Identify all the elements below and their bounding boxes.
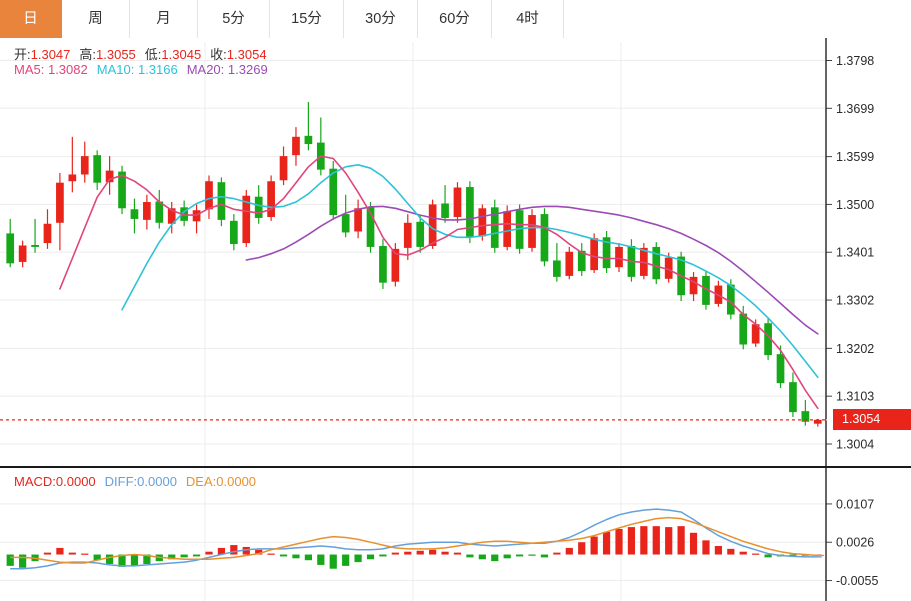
macd-value: 0.0000 — [55, 474, 96, 489]
svg-text:1.3699: 1.3699 — [836, 102, 874, 116]
tab-label: 月 — [156, 11, 171, 27]
tab-label: 30分 — [365, 11, 396, 27]
svg-text:1.3599: 1.3599 — [836, 150, 874, 164]
ma5-label: MA5: — [14, 62, 45, 77]
tab-15min[interactable]: 15分 — [270, 0, 344, 38]
ohlc-legend: 开:1.3047 高:1.3055 低:1.3045 收:1.3054 — [14, 44, 267, 63]
svg-text:0.0107: 0.0107 — [836, 497, 874, 511]
macd-label: MACD: — [14, 474, 56, 489]
tab-label: 周 — [88, 11, 103, 27]
dea-label: DEA: — [185, 474, 217, 489]
svg-text:1.3302: 1.3302 — [836, 294, 874, 308]
open-value: 1.3047 — [30, 47, 71, 62]
ma10-value: 1.3166 — [137, 62, 178, 77]
close-value: 1.3054 — [226, 47, 267, 62]
low-label: 低: — [144, 47, 162, 62]
current-price-tag: 1.3054 — [833, 409, 911, 431]
diff-label: DIFF: — [104, 474, 138, 489]
low-value: 1.3045 — [161, 47, 202, 62]
diff-value: 0.0000 — [137, 474, 177, 489]
dea-value: 0.0000 — [216, 474, 257, 489]
ma10-label: MA10: — [96, 62, 135, 77]
close-label: 收: — [210, 47, 227, 62]
ma5-value: 1.3082 — [47, 62, 88, 77]
candlestick-svg: 1.3798 1.3699 1.3599 1.3500 1.3401 1.3302 1.32… — [0, 38, 874, 466]
ma20-value: 1.3269 — [227, 62, 268, 77]
moving-average-legend: MA5: 1.3082 MA10: 1.3166 MA20: 1.3269 — [14, 62, 268, 77]
tab-label: 4时 — [516, 11, 539, 27]
svg-text:0.0026: 0.0026 — [836, 536, 874, 550]
svg-text:1.3798: 1.3798 — [836, 54, 874, 68]
tab-label: 60分 — [439, 11, 470, 27]
tab-month[interactable]: 月 — [130, 0, 198, 38]
high-value: 1.3055 — [96, 47, 136, 62]
svg-text:1.3202: 1.3202 — [836, 342, 874, 356]
tab-label: 15分 — [291, 11, 322, 27]
tab-4hour[interactable]: 4时 — [492, 0, 564, 38]
open-label: 开: — [14, 47, 31, 62]
svg-text:1.3500: 1.3500 — [836, 198, 874, 212]
price-chart-panel[interactable]: 1.3798 1.3699 1.3599 1.3500 1.3401 1.3302 1.32… — [0, 38, 911, 466]
tab-30min[interactable]: 30分 — [344, 0, 418, 38]
svg-text:1.3103: 1.3103 — [836, 390, 874, 404]
svg-text:1.3401: 1.3401 — [836, 246, 874, 260]
svg-text:1.3004: 1.3004 — [836, 437, 874, 451]
tab-label: 日 — [23, 11, 38, 27]
svg-text:-0.0055: -0.0055 — [836, 574, 878, 588]
macd-panel[interactable]: 0.0107 0.0026 -0.0055 MACD:0.0000 DIFF:0.00… — [0, 466, 911, 601]
ma20-label: MA20: — [186, 62, 225, 77]
period-tab-bar: 日 周 月 5分 15分 30分 60分 4时 — [0, 0, 911, 38]
tab-label: 5分 — [222, 11, 245, 27]
tab-60min[interactable]: 60分 — [418, 0, 492, 38]
tab-bar-filler — [564, 0, 911, 38]
tab-day[interactable]: 日 — [0, 0, 62, 38]
macd-svg: 0.0107 0.0026 -0.0055 — [0, 468, 878, 601]
high-label: 高: — [79, 47, 97, 62]
tab-5min[interactable]: 5分 — [198, 0, 270, 38]
macd-legend: MACD:0.0000 DIFF:0.0000 DEA:0.0000 — [14, 474, 256, 489]
tab-week[interactable]: 周 — [62, 0, 130, 38]
